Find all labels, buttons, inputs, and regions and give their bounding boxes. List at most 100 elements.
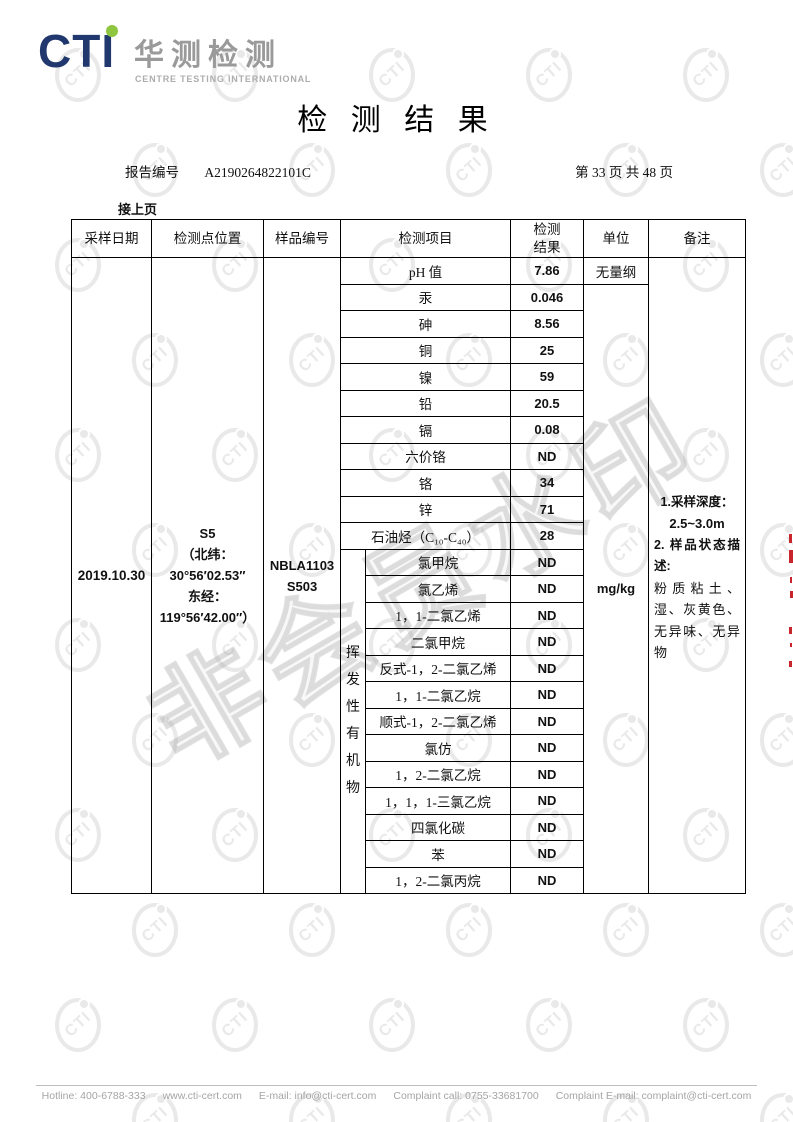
table-row: 石油烃（C₁₀-C₄₀） 28	[72, 522, 746, 550]
test-item-cell: 氯甲烷	[365, 548, 511, 576]
footer-divider	[36, 1085, 757, 1086]
table-row: 2019.10.30 S5 （北纬： 30°56′02.53″ 东经： 119°56′42…	[71, 257, 746, 894]
test-result-cell: ND	[510, 866, 584, 894]
header-location: 检测点位置	[151, 219, 264, 258]
cti-watermark-circle: CTI	[289, 903, 335, 957]
location-line: S5	[199, 526, 216, 541]
test-item-cell: 汞	[340, 283, 511, 311]
table-row: 顺式-1，2-二氯乙烯 ND	[72, 707, 746, 735]
page-title: 检 测 结 果	[297, 104, 496, 137]
location-line: 30°56′02.53″	[169, 568, 246, 583]
report-number-label: 报告编号	[125, 165, 179, 180]
test-result-cell: ND	[510, 548, 584, 576]
report-number-value: A2190264822101C	[204, 165, 311, 180]
location-cell: S5 （北纬： 30°56′02.53″ 东经： 119°56′42.00″）	[151, 257, 264, 894]
footer-hotline: Hotline: 400-6788-333	[41, 1090, 146, 1102]
test-item-cell: 氯乙烯	[365, 575, 511, 603]
test-item-cell: 砷	[340, 310, 511, 338]
test-result-cell: ND	[510, 654, 584, 682]
cti-logo-tagline: CENTRE TESTING INTERNATIONAL	[135, 74, 312, 84]
remark-state-value: 粉质粘土、湿、灰黄色、无异味、无异物	[654, 580, 740, 661]
test-item-cell: 反式-1，2-二氯乙烯	[365, 654, 511, 682]
test-result-cell: 20.5	[510, 389, 584, 417]
table-row: 铜 25	[72, 336, 746, 364]
test-item-cell: 1，1-二氯乙烷	[365, 681, 511, 709]
test-result-cell: 0.08	[510, 416, 584, 444]
table-row: 1，2-二氯丙烷 ND	[72, 866, 746, 894]
page-indicator: 第 33 页 共 48 页	[575, 165, 673, 180]
red-seal-remnant	[790, 643, 792, 647]
cti-logo-text: CTI	[38, 25, 116, 77]
test-result-cell: 0.046	[510, 283, 584, 311]
footer-complaint-email: Complaint E-mail: complaint@cti-cert.com	[555, 1090, 752, 1102]
cti-logo-green-dot-icon	[106, 25, 118, 37]
cti-watermark-circle: CTI	[526, 48, 572, 102]
test-result-cell: ND	[510, 601, 584, 629]
test-result-cell: ND	[510, 442, 584, 470]
header-test-result: 检测 结果	[510, 219, 584, 258]
test-result-cell: 34	[510, 469, 584, 497]
test-item-cell: 四氯化碳	[365, 813, 511, 841]
test-result-cell: ND	[510, 760, 584, 788]
cti-watermark-circle: CTI	[760, 903, 793, 957]
test-item-cell: 锌	[340, 495, 511, 523]
cti-watermark-circle: CTI	[760, 713, 793, 767]
test-result-cell: 7.86	[510, 257, 584, 285]
cti-watermark-circle: CTI	[132, 903, 178, 957]
table-row: 二氯甲烷 ND	[72, 628, 746, 656]
test-item-cell: 六价铬	[340, 442, 511, 470]
cti-watermark-circle: CTI	[446, 903, 492, 957]
table-row: 氯仿 ND	[72, 734, 746, 762]
footer-contact-row: Hotline: 400-6788-333 www.cti-cert.com E…	[0, 1090, 793, 1102]
cti-watermark-circle: CTI	[526, 998, 572, 1052]
test-result-cell: 25	[510, 336, 584, 364]
cti-watermark-circle: CTI	[369, 48, 415, 102]
cti-watermark-circle: CTI	[603, 903, 649, 957]
continued-from-previous-label: 接上页	[118, 202, 158, 217]
red-seal-remnant	[789, 661, 792, 667]
test-result-cell: 8.56	[510, 310, 584, 338]
cti-logo-chinese-name: 华测检测	[134, 39, 282, 72]
test-item-cell: pH 值	[340, 257, 511, 285]
test-item-cell: 石油烃（C₁₀-C₄₀）	[340, 522, 511, 550]
test-result-cell: 28	[510, 522, 584, 550]
test-item-cell: 1，1-二氯乙烯	[365, 601, 511, 629]
table-row: 1，1-二氯乙烷 ND	[72, 681, 746, 709]
test-result-cell: ND	[510, 840, 584, 868]
remark-state-label: 2. 样品状态描述:	[654, 537, 740, 574]
sample-no-cell: NBLA1103 S503	[263, 257, 341, 894]
sample-no-line: NBLA1103	[269, 557, 335, 573]
test-item-cell: 1，2-二氯丙烷	[365, 866, 511, 894]
red-seal-remnant	[789, 534, 792, 543]
cti-watermark-circle: CTI	[212, 998, 258, 1052]
remark-depth-value: 2.5~3.0m	[669, 516, 725, 531]
voc-group-label: 挥发性有机物	[346, 646, 360, 797]
header-test-item: 检测项目	[340, 219, 511, 258]
table-row: 1，2-二氯乙烷 ND	[72, 760, 746, 788]
unit-cell-ph: 无量纲	[583, 257, 649, 285]
test-result-cell: 71	[510, 495, 584, 523]
cti-watermark-circle: CTI	[369, 998, 415, 1052]
sample-date-cell: 2019.10.30	[71, 257, 152, 894]
test-results-table: 采样日期 检测点位置 样品编号 检测项目 检测 结果 单位 备注 2019.10…	[71, 219, 746, 894]
table-header-row: 采样日期 检测点位置 样品编号 检测项目 检测 结果 单位 备注	[71, 219, 746, 258]
test-item-cell: 1，2-二氯乙烷	[365, 760, 511, 788]
header-unit: 单位	[583, 219, 649, 258]
location-line: （北纬：	[181, 547, 234, 562]
footer-email: E-mail: info@cti-cert.com	[258, 1090, 377, 1102]
test-item-cell: 氯仿	[365, 734, 511, 762]
table-row: 氯乙烯 ND	[72, 575, 746, 603]
test-result-cell: ND	[510, 681, 584, 709]
location-line: 东经：	[187, 589, 227, 604]
test-item-cell: 镍	[340, 363, 511, 391]
red-seal-remnant	[790, 591, 793, 598]
unit-cell-mgkg: mg/kg	[583, 283, 649, 894]
test-item-cell: 镉	[340, 416, 511, 444]
test-item-cell: 铜	[340, 336, 511, 364]
cti-watermark-circle: CTI	[55, 998, 101, 1052]
test-result-cell: ND	[510, 707, 584, 735]
test-result-cell: ND	[510, 813, 584, 841]
cti-watermark-circle: CTI	[760, 333, 793, 387]
table-row: 挥发性有机物 氯甲烷 ND	[72, 548, 746, 894]
footer-complaint-call: Complaint call: 0755-33681700	[393, 1090, 539, 1102]
